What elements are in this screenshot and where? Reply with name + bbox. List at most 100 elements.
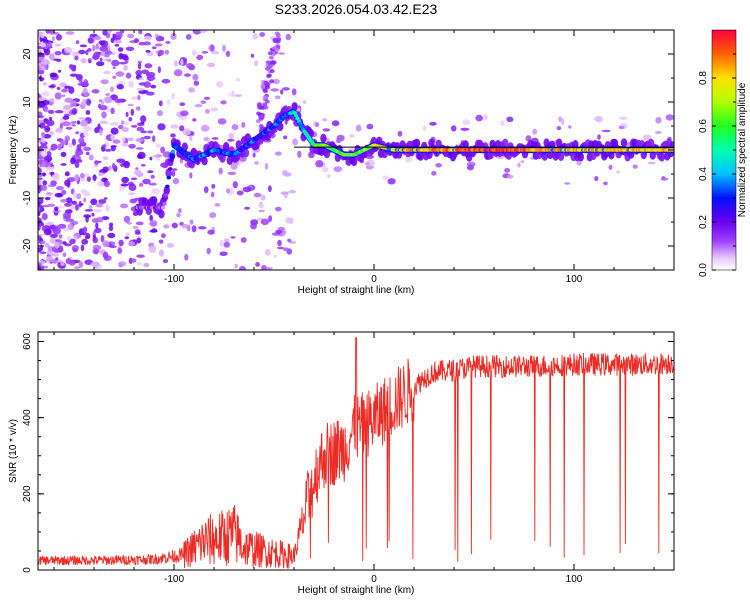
snr-ticks: -100 0 100 0 200 400 600 bbox=[22, 332, 674, 585]
noise-speck bbox=[258, 209, 266, 213]
noise-speck bbox=[231, 90, 235, 98]
noise-speck bbox=[38, 247, 42, 252]
noise-speck bbox=[45, 30, 50, 34]
noise-speck bbox=[180, 110, 189, 117]
noise-speck bbox=[120, 183, 129, 187]
noise-speck bbox=[255, 262, 260, 267]
noise-speck bbox=[265, 85, 271, 90]
noise-speck bbox=[171, 170, 176, 177]
noise-speck bbox=[84, 235, 90, 240]
noise-speck bbox=[136, 237, 142, 244]
noise-speck bbox=[435, 163, 442, 168]
noise-speck bbox=[178, 208, 182, 213]
noise-speck bbox=[136, 254, 145, 258]
noise-speck bbox=[87, 58, 92, 61]
noise-speck bbox=[103, 58, 108, 62]
y-tick-label: 0 bbox=[22, 147, 33, 153]
noise-speck bbox=[76, 120, 81, 125]
noise-speck bbox=[130, 177, 138, 181]
noise-speck bbox=[80, 244, 85, 252]
noise-speck bbox=[45, 127, 51, 131]
x-tick-label: -100 bbox=[164, 274, 184, 285]
y-tick-label: 10 bbox=[22, 96, 33, 108]
noise-speck bbox=[262, 95, 268, 100]
noise-speck bbox=[59, 82, 67, 88]
noise-speck bbox=[274, 31, 280, 36]
noise-speck bbox=[141, 69, 150, 75]
noise-speck bbox=[264, 162, 269, 170]
noise-speck bbox=[115, 31, 123, 39]
noise-speck bbox=[150, 174, 155, 179]
noise-speck bbox=[50, 180, 57, 186]
noise-speck bbox=[179, 125, 185, 132]
noise-speck bbox=[38, 62, 43, 67]
noise-speck bbox=[271, 60, 277, 65]
noise-speck bbox=[77, 82, 86, 86]
noise-speck bbox=[136, 87, 145, 91]
noise-speck bbox=[275, 206, 282, 212]
noise-speck bbox=[133, 38, 140, 43]
noise-speck bbox=[231, 124, 239, 131]
noise-speck bbox=[655, 117, 662, 124]
colorbar-label: Normalized spectral amplitude bbox=[737, 82, 748, 217]
spectrogram-xlabel: Height of straight line (km) bbox=[298, 285, 415, 296]
noise-speck bbox=[191, 50, 197, 56]
noise-speck bbox=[109, 122, 119, 126]
noise-speck bbox=[56, 259, 63, 263]
colorbar: 0.0 0.2 0.4 0.6 0.8 Normalized spectral ampl… bbox=[698, 29, 748, 277]
noise-speck bbox=[264, 249, 271, 256]
noise-speck bbox=[71, 124, 76, 127]
noise-speck bbox=[84, 173, 90, 178]
noise-speck bbox=[64, 46, 73, 54]
ridge-point bbox=[169, 158, 174, 162]
noise-speck bbox=[128, 80, 135, 88]
noise-speck bbox=[171, 168, 178, 171]
noise-speck bbox=[143, 81, 151, 88]
noise-speck bbox=[157, 123, 166, 131]
noise-speck bbox=[92, 174, 97, 181]
noise-speck bbox=[483, 114, 488, 121]
noise-speck bbox=[78, 137, 85, 144]
noise-speck bbox=[429, 121, 437, 126]
noise-speck bbox=[38, 119, 44, 123]
noise-speck bbox=[164, 49, 170, 55]
noise-speck bbox=[38, 179, 42, 186]
noise-speck bbox=[274, 48, 280, 52]
noise-speck bbox=[39, 251, 47, 254]
noise-speck bbox=[422, 125, 427, 131]
noise-speck bbox=[172, 177, 180, 185]
noise-speck bbox=[211, 137, 219, 140]
noise-speck bbox=[45, 221, 54, 226]
noise-speck bbox=[215, 81, 224, 88]
noise-speck bbox=[143, 35, 153, 41]
ridge-point bbox=[298, 122, 303, 126]
noise-speck bbox=[210, 191, 215, 198]
noise-speck bbox=[201, 51, 209, 54]
noise-speck bbox=[558, 116, 562, 122]
noise-speck bbox=[141, 164, 146, 167]
noise-speck bbox=[660, 177, 669, 181]
noise-speck bbox=[227, 171, 237, 175]
noise-speck bbox=[268, 215, 273, 223]
noise-speck bbox=[96, 61, 105, 67]
noise-speck bbox=[257, 203, 265, 209]
noise-speck bbox=[159, 36, 165, 41]
noise-speck bbox=[147, 170, 154, 174]
noise-speck bbox=[50, 225, 59, 229]
noise-speck bbox=[270, 88, 280, 92]
noise-speck bbox=[124, 236, 130, 240]
ridge-halo bbox=[181, 142, 188, 152]
noise-speck bbox=[500, 120, 505, 126]
noise-speck bbox=[98, 105, 108, 111]
noise-speck bbox=[113, 39, 122, 44]
noise-speck bbox=[211, 183, 216, 189]
noise-speck bbox=[50, 143, 58, 151]
noise-speck bbox=[42, 172, 46, 177]
noise-speck bbox=[154, 43, 163, 47]
noise-speck bbox=[48, 53, 55, 61]
noise-speck bbox=[152, 135, 156, 143]
ridge-halo bbox=[158, 209, 165, 219]
noise-speck bbox=[75, 150, 84, 156]
noise-speck bbox=[152, 46, 157, 50]
noise-speck bbox=[99, 128, 103, 136]
